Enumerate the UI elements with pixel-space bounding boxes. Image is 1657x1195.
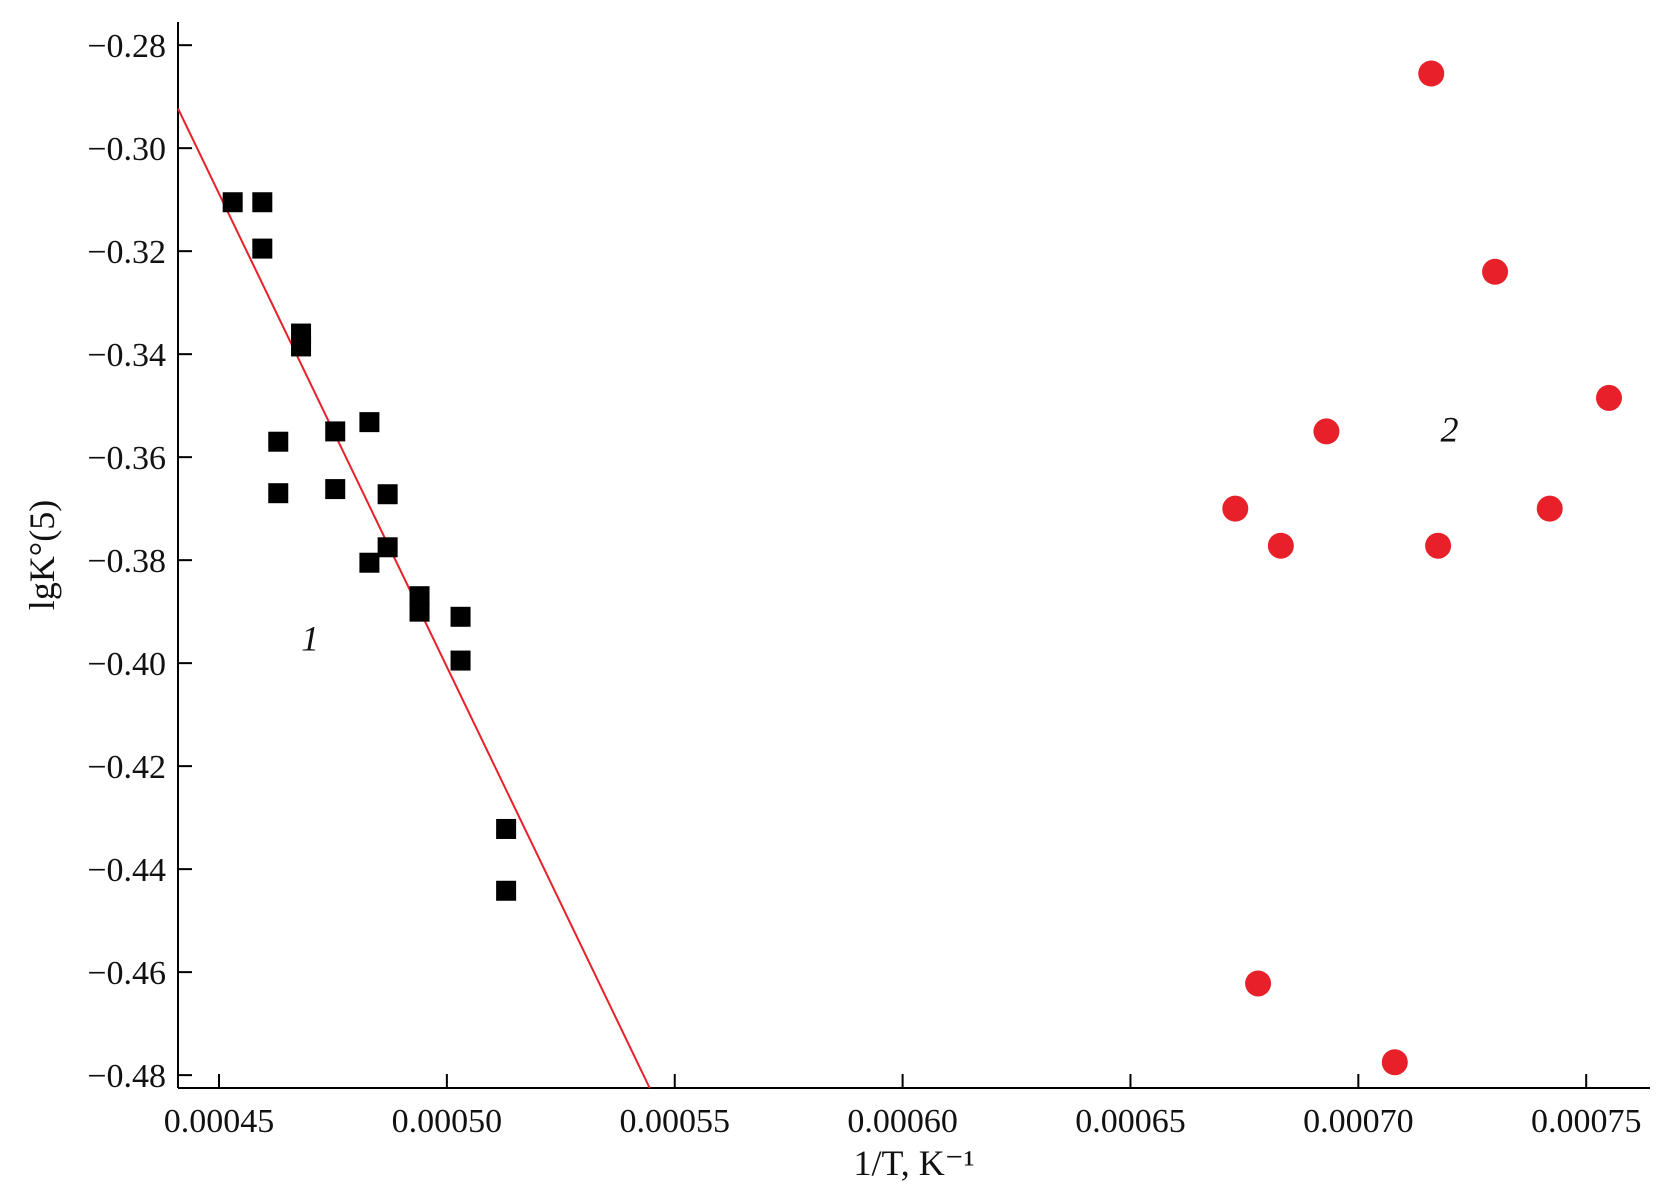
series-1-point bbox=[252, 192, 273, 213]
y-tick-label: −0.32 bbox=[87, 234, 166, 271]
x-tick-label: 0.00070 bbox=[1303, 1103, 1414, 1140]
series-1-point bbox=[325, 479, 346, 500]
y-tick-label: −0.36 bbox=[87, 440, 166, 477]
x-tick-label: 0.00055 bbox=[619, 1103, 730, 1140]
x-tick-label: 0.00050 bbox=[392, 1103, 503, 1140]
y-tick-label: −0.30 bbox=[87, 131, 166, 168]
series-2-point bbox=[1245, 970, 1272, 997]
series-1-point bbox=[268, 483, 289, 504]
x-tick-label: 0.00045 bbox=[164, 1103, 275, 1140]
series-1-point bbox=[252, 238, 273, 259]
y-axis-title: lgK°(5) bbox=[22, 500, 62, 610]
series-1-point bbox=[325, 421, 346, 442]
series-1-label: 1 bbox=[301, 618, 319, 658]
series-2-point bbox=[1381, 1049, 1408, 1076]
axes bbox=[177, 22, 1650, 1089]
y-tick-label: −0.28 bbox=[87, 28, 166, 65]
series-1-point bbox=[377, 537, 398, 558]
data-points bbox=[222, 60, 1622, 1076]
series-1-point bbox=[409, 586, 430, 607]
y-tick-label: −0.38 bbox=[87, 543, 166, 580]
series-1-point bbox=[222, 192, 243, 213]
series-2-point bbox=[1482, 258, 1509, 285]
x-axis-title: 1/T, K⁻¹ bbox=[853, 1143, 974, 1183]
series-2-point bbox=[1222, 495, 1249, 522]
y-tick-label: −0.48 bbox=[87, 1058, 166, 1095]
x-axis-ticks: 0.00045 0.00050 0.00055 0.00060 0.00065 0.000… bbox=[164, 1074, 1642, 1140]
series-2-point bbox=[1313, 418, 1340, 445]
series-2-point bbox=[1418, 60, 1445, 87]
series-2-point bbox=[1267, 532, 1294, 559]
series-1-point bbox=[409, 601, 430, 622]
series-2-point bbox=[1536, 495, 1563, 522]
series-2-point bbox=[1595, 384, 1622, 411]
x-tick-label: 0.00075 bbox=[1531, 1103, 1642, 1140]
series-1-point bbox=[359, 412, 380, 433]
y-axis-ticks: −0.28 −0.30 −0.32 −0.34 −0.36 −0.38 −0.40 −0.42… bbox=[87, 28, 192, 1095]
series-labels: 12 bbox=[301, 410, 1458, 659]
series-2-point bbox=[1425, 532, 1452, 559]
y-tick-label: −0.34 bbox=[87, 337, 166, 374]
y-tick-label: −0.44 bbox=[87, 852, 166, 889]
series-1-point bbox=[450, 650, 471, 671]
x-tick-label: 0.00060 bbox=[847, 1103, 958, 1140]
series-1-point bbox=[268, 431, 289, 452]
series-1-point bbox=[359, 552, 380, 573]
series-1-point bbox=[496, 818, 517, 839]
y-tick-label: −0.46 bbox=[87, 955, 166, 992]
series-1-point bbox=[291, 336, 312, 357]
series-1-point bbox=[450, 606, 471, 627]
series-1-point bbox=[496, 880, 517, 901]
y-tick-label: −0.42 bbox=[87, 749, 166, 786]
x-tick-label: 0.00065 bbox=[1075, 1103, 1186, 1140]
series-1-point bbox=[377, 484, 398, 505]
series-2-label: 2 bbox=[1440, 410, 1458, 450]
y-tick-label: −0.40 bbox=[87, 646, 166, 683]
